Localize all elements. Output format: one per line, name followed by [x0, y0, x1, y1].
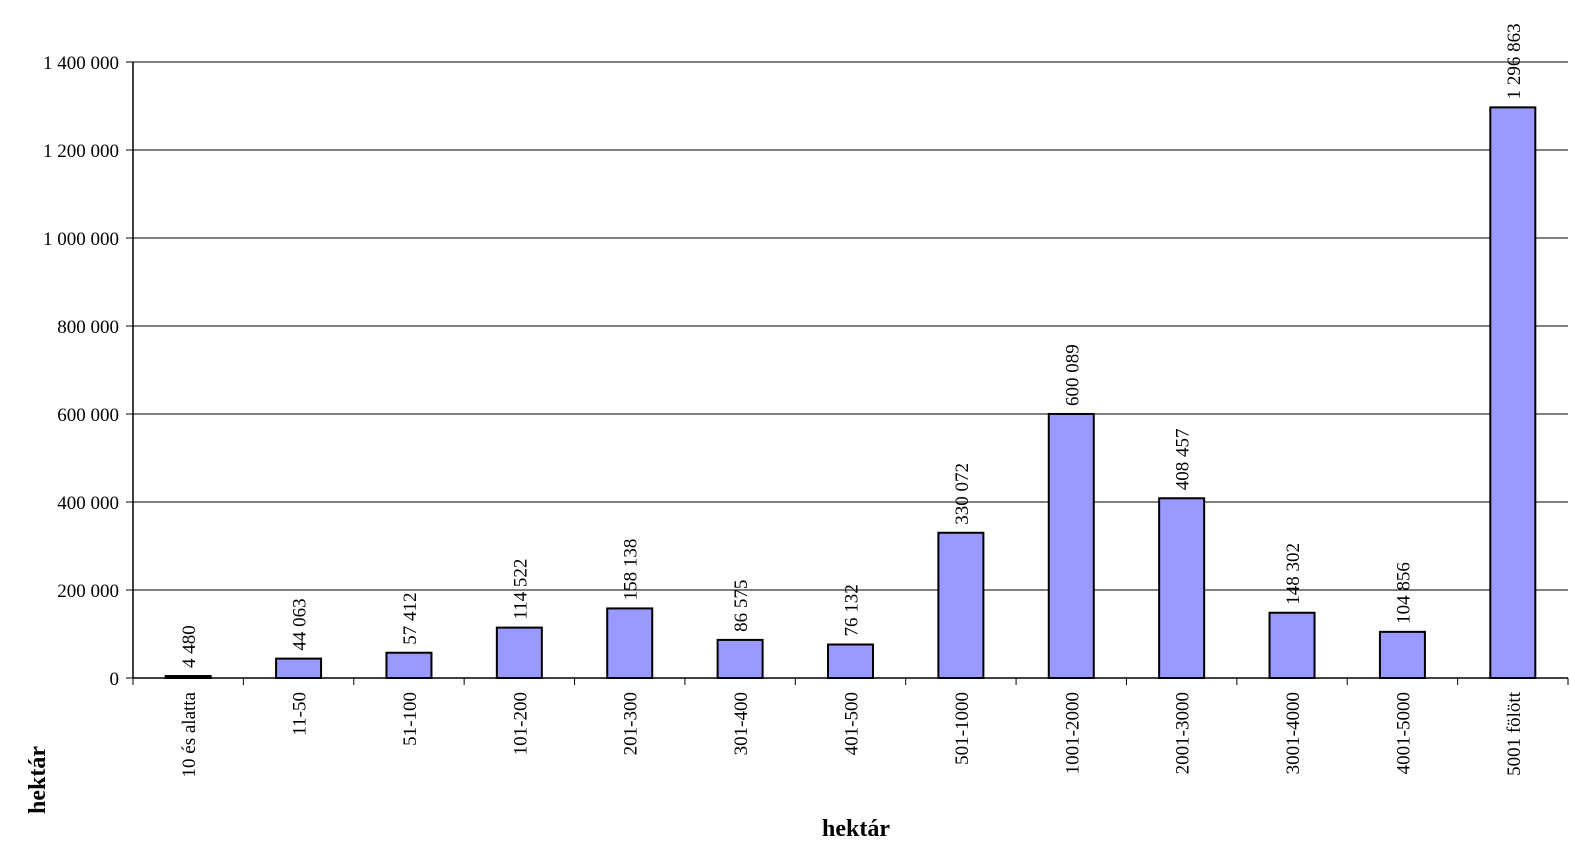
bar — [1268, 611, 1316, 680]
x-tick-label: 201-300 — [621, 692, 642, 755]
x-tick-label: 301-400 — [731, 692, 752, 755]
data-label: 4 480 — [179, 625, 200, 668]
x-tick-label: 1001-2000 — [1062, 692, 1083, 774]
data-label: 76 132 — [842, 584, 863, 636]
gridlines — [133, 61, 1568, 591]
data-label: 1 296 863 — [1504, 23, 1525, 99]
bar — [1378, 630, 1426, 679]
y-tick-label: 1 000 000 — [43, 229, 119, 250]
bar — [937, 531, 985, 679]
bar — [275, 657, 323, 680]
x-tick-label: 401-500 — [842, 692, 863, 755]
bars — [164, 106, 1537, 680]
data-label: 104 856 — [1393, 562, 1414, 624]
bar — [495, 626, 543, 679]
y-axis-title: hektár — [25, 746, 51, 814]
x-tick-labels: 10 és alatta 11-50 51-100 101-200 201-300 301… — [179, 691, 1525, 777]
x-tick-label: 501-1000 — [952, 692, 973, 765]
x-tick-label: 11-50 — [290, 692, 311, 736]
data-label: 114 522 — [510, 559, 531, 620]
x-tick-label: 2001-3000 — [1173, 692, 1194, 774]
bar — [1047, 412, 1095, 679]
x-tick-label: 10 és alatta — [179, 691, 200, 777]
x-tick-label: 4001-5000 — [1393, 692, 1414, 774]
x-tick-label: 5001 fölött — [1504, 691, 1525, 776]
data-label: 408 457 — [1173, 429, 1194, 491]
x-tick-label: 3001-4000 — [1283, 692, 1304, 774]
data-label: 158 138 — [621, 539, 642, 601]
y-tick-labels: 0 200 000 400 000 600 000 800 000 1 000 000 1 … — [43, 53, 119, 690]
data-label: 330 072 — [952, 463, 973, 525]
bar — [606, 607, 654, 679]
y-tick-label: 1 400 000 — [43, 53, 119, 74]
bar — [1489, 106, 1537, 679]
x-tick-label: 101-200 — [510, 692, 531, 755]
data-label: 44 063 — [290, 598, 311, 650]
bar — [1158, 497, 1206, 680]
bar — [385, 651, 433, 679]
data-label: 148 302 — [1283, 543, 1304, 605]
data-label: 600 089 — [1062, 344, 1083, 406]
bar — [716, 638, 764, 679]
y-tick-label: 200 000 — [57, 581, 119, 602]
y-tick-label: 800 000 — [57, 317, 119, 338]
data-labels: 4 480 44 063 57 412 114 522 158 138 86 575 76 … — [179, 23, 1525, 668]
y-tick-label: 0 — [110, 669, 120, 690]
x-tick-label: 51-100 — [400, 692, 421, 746]
y-tick-label: 400 000 — [57, 493, 119, 514]
bar — [827, 643, 874, 679]
x-axis-title: hektár — [822, 816, 890, 842]
axes — [126, 61, 1569, 685]
y-tick-label: 1 200 000 — [43, 141, 119, 162]
data-label: 86 575 — [731, 580, 752, 632]
data-label: 57 412 — [400, 592, 421, 644]
y-tick-label: 600 000 — [57, 405, 119, 426]
